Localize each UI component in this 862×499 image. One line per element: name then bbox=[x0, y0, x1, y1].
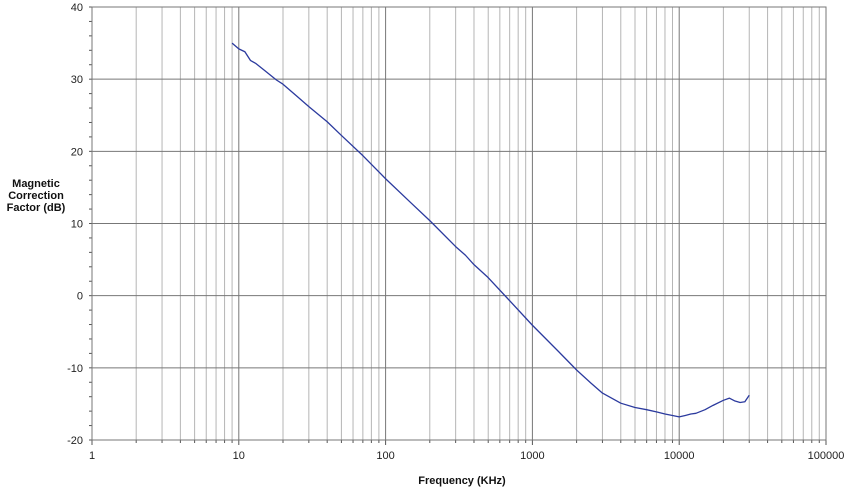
x-tick-label: 10000 bbox=[664, 450, 695, 462]
y-tick-labels: -20 -10 0 10 20 30 40 bbox=[67, 2, 83, 447]
y-axis-title-line: Magnetic bbox=[12, 178, 60, 190]
y-tick-label: 0 bbox=[77, 291, 83, 303]
y-tick-label: 10 bbox=[71, 219, 83, 231]
series-line-correction-factor bbox=[231, 42, 750, 418]
y-tick-label: -20 bbox=[67, 435, 83, 447]
y-tick-label: -10 bbox=[67, 363, 83, 375]
x-tick-label: 100000 bbox=[808, 450, 845, 462]
y-tick-label: 30 bbox=[71, 74, 83, 86]
major-gridlines bbox=[91, 6, 827, 441]
y-axis-title-line: Factor (dB) bbox=[7, 202, 66, 214]
x-tick-labels: 1 10 100 1000 10000 100000 bbox=[89, 450, 844, 462]
x-axis-title: Frequency (KHz) bbox=[418, 475, 506, 487]
x-tick-label: 100 bbox=[376, 450, 394, 462]
y-tick-label: 40 bbox=[71, 2, 83, 14]
y-tick-label: 20 bbox=[71, 146, 83, 158]
tick-marks bbox=[89, 6, 827, 445]
x-tick-label: 1000 bbox=[520, 450, 544, 462]
x-tick-label: 10 bbox=[233, 450, 245, 462]
y-axis-title: Magnetic Correction Factor (dB) bbox=[7, 178, 66, 214]
plot-frame bbox=[91, 6, 827, 441]
x-tick-label: 1 bbox=[89, 450, 95, 462]
y-axis-title-line: Correction bbox=[8, 190, 64, 202]
